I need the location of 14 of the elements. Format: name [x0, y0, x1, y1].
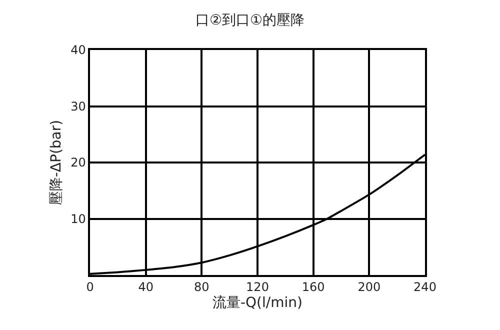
- x-tick-label: 240: [414, 280, 436, 294]
- y-axis-title: 壓降-ΔP(bar): [48, 120, 65, 206]
- y-tick-label: 30: [70, 99, 86, 114]
- y-tick-label: 10: [70, 212, 86, 226]
- x-tick-label: 160: [302, 280, 325, 294]
- x-tick-label: 200: [358, 280, 381, 294]
- chart-title: 口②到口①的壓降: [195, 12, 305, 29]
- x-tick-label: 80: [194, 280, 210, 294]
- x-tick-label: 40: [138, 280, 154, 294]
- y-tick-label: 40: [70, 43, 86, 58]
- x-tick-label: 0: [86, 280, 94, 294]
- x-tick-label: 120: [246, 280, 269, 294]
- y-tick-label: 20: [70, 156, 86, 170]
- x-axis-title: 流量-Q(l/min): [212, 294, 303, 311]
